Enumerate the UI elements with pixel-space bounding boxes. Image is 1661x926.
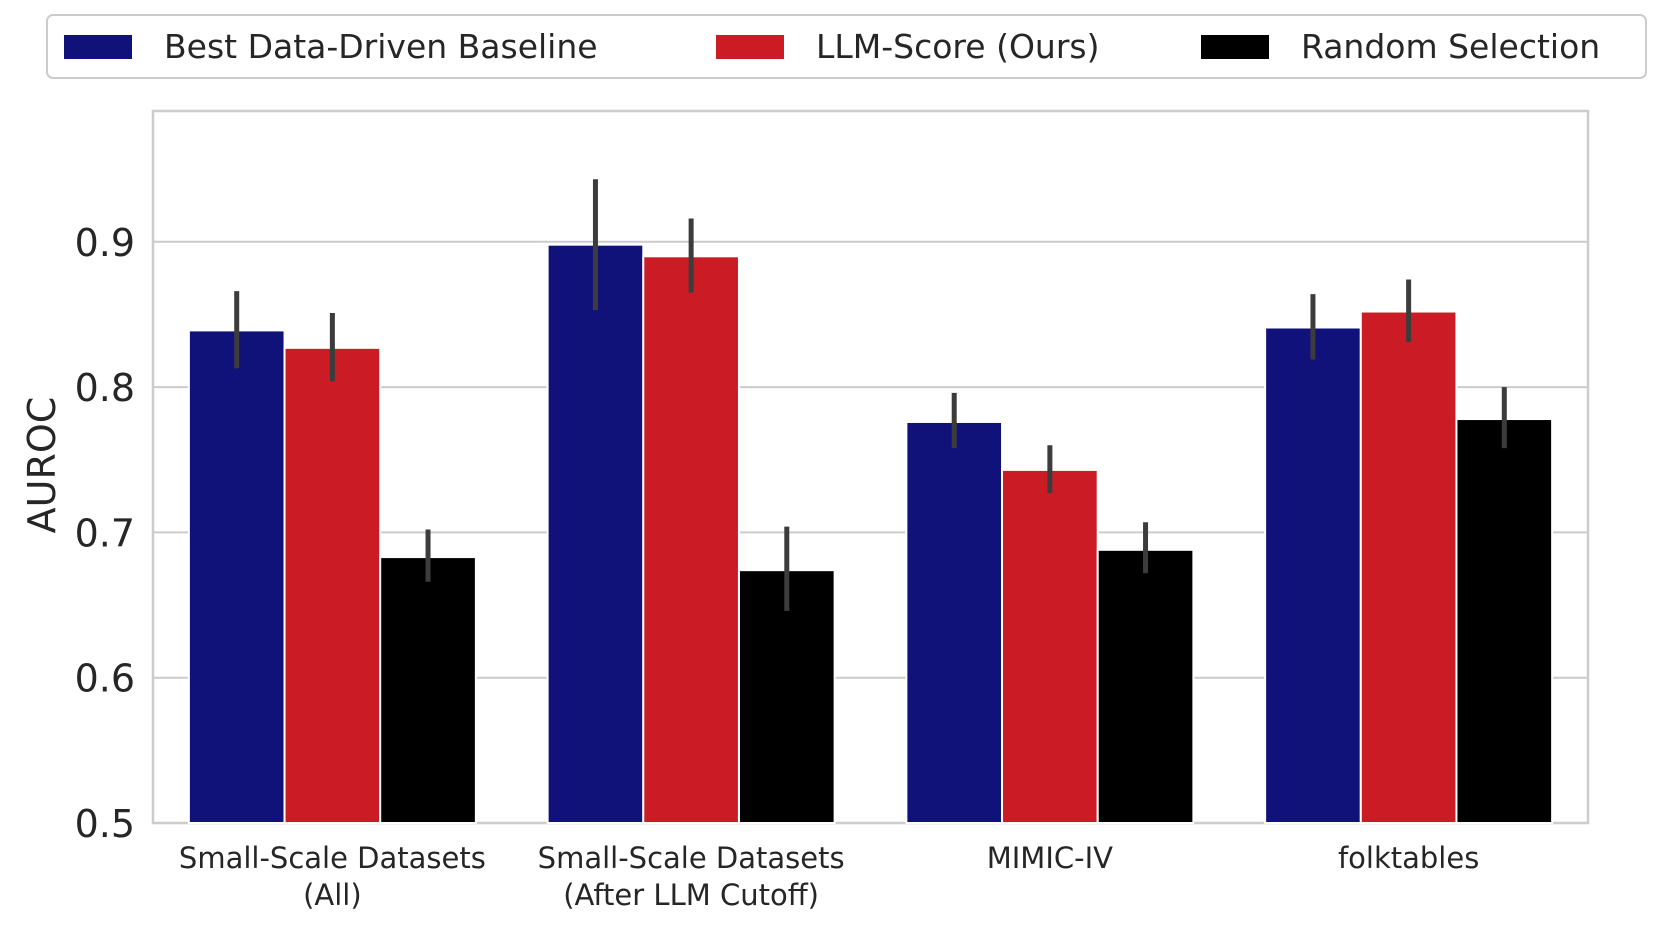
bar [1359, 310, 1458, 824]
bar [1001, 468, 1099, 824]
bar [283, 346, 382, 824]
bar [1264, 326, 1362, 824]
legend-swatch [716, 35, 784, 59]
bar [737, 569, 836, 825]
y-tick-label: 0.6 [75, 657, 135, 701]
legend-swatch [1201, 35, 1269, 59]
bar [905, 420, 1004, 824]
bar [187, 329, 286, 824]
x-tick-label: MIMIC-IV [987, 841, 1113, 875]
bar [1455, 418, 1554, 824]
legend-frame [46, 14, 1647, 79]
y-tick-label: 0.8 [75, 366, 135, 410]
legend: Best Data-Driven Baseline LLM-Score (Ours… [46, 14, 1647, 79]
x-tick-label: folktables [1338, 841, 1479, 875]
y-tick-label: 0.5 [75, 802, 135, 846]
legend-label: LLM-Score (Ours) [816, 27, 1099, 66]
bar [546, 243, 645, 824]
bar [1096, 548, 1195, 824]
y-tick-label: 0.7 [75, 511, 135, 555]
y-axis-label: AUROC [20, 397, 64, 534]
legend-label: Best Data-Driven Baseline [164, 27, 598, 66]
plot-area: 0.5 0.6 0.7 0.8 0.9 Small-Scale Datasets (All)… [75, 109, 1590, 912]
legend-label: Random Selection [1301, 27, 1600, 66]
bar [642, 255, 740, 824]
legend-swatch [64, 35, 132, 59]
x-tick-label: Small-Scale Datasets (All) [179, 841, 486, 912]
x-tick-label: Small-Scale Datasets (After LLM Cutoff) [538, 841, 845, 912]
y-tick-label: 0.9 [75, 221, 135, 265]
bar [379, 556, 477, 824]
